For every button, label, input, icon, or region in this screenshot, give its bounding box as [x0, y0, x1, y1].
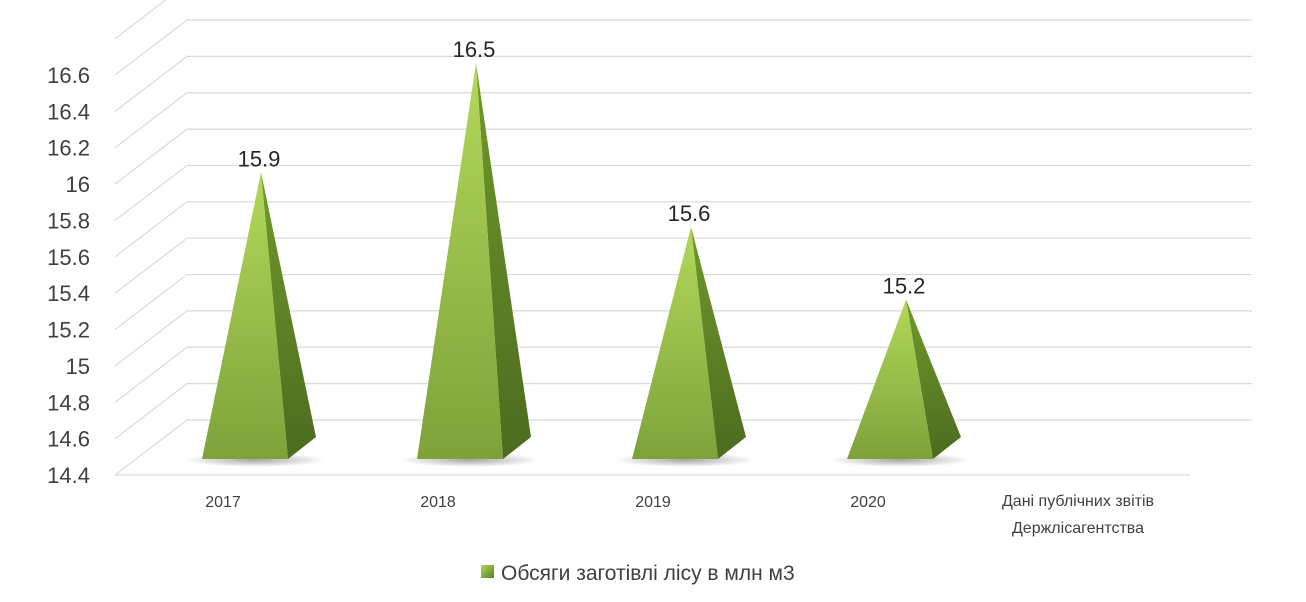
bar-front-face	[847, 299, 933, 459]
bar-side-face	[691, 226, 746, 459]
pyramid-bar-2019	[615, 226, 755, 467]
gridline	[114, 19, 1252, 76]
gridline	[114, 55, 1252, 112]
x-tick-label: 2018	[420, 494, 456, 511]
y-tick-label: 16.6	[47, 63, 90, 88]
data-label: 16.5	[453, 37, 496, 62]
y-tick-label: 14.4	[47, 463, 90, 488]
y-tick-label: 15.6	[47, 245, 90, 270]
bar-front-face	[632, 226, 718, 459]
y-tick-label: 15	[66, 354, 90, 379]
y-tick-label: 15.2	[47, 318, 90, 343]
gridline	[114, 128, 1252, 185]
data-labels: 15.9 16.5 15.6 15.2	[238, 37, 926, 298]
bar-front-face	[417, 63, 503, 459]
x-tick-label: 2019	[635, 494, 671, 511]
pyramid-bar-2017	[185, 172, 325, 467]
data-label: 15.6	[668, 201, 711, 226]
legend: Обсяги заготівлі лісу в млн м3	[481, 562, 795, 585]
y-tick-label: 16	[66, 172, 90, 197]
gridline	[114, 273, 1252, 331]
y-tick-label: 14.6	[47, 427, 90, 452]
y-tick-label: 14.8	[47, 390, 90, 415]
y-tick-label: 15.8	[47, 208, 90, 233]
y-tick-label: 16.4	[47, 99, 90, 124]
x-axis-ticks: 2017 2018 2019 2020 Дані публічних звітів Дер…	[205, 493, 1154, 537]
data-label: 15.9	[238, 146, 281, 171]
gridline	[114, 310, 1252, 367]
bar-side-face	[476, 63, 531, 459]
x-tick-label: 2020	[850, 494, 886, 511]
y-tick-label: 15.4	[47, 281, 90, 306]
bar-front-face	[202, 172, 288, 460]
bar-side-face	[261, 172, 316, 460]
y-axis-ticks: 14.4 14.6 14.8 15 15.2 15.4 15.6 15.8 16 16.2 16.4…	[47, 63, 90, 488]
gridline	[114, 0, 167, 40]
legend-label: Обсяги заготівлі лісу в млн м3	[501, 562, 795, 585]
gridline	[114, 201, 1252, 258]
gridline	[114, 237, 1252, 294]
gridlines	[114, 0, 1252, 476]
gridline	[114, 164, 1252, 221]
x-tick-label: Дані публічних звітів Держлісагентства	[1002, 493, 1154, 537]
bars	[185, 63, 970, 467]
data-label: 15.2	[883, 274, 926, 299]
gridline	[114, 92, 1252, 149]
y-tick-label: 16.2	[47, 136, 90, 161]
pyramid-bar-2020	[830, 299, 970, 467]
x-tick-label: 2017	[205, 494, 241, 511]
pyramid-bar-2018	[400, 63, 540, 467]
legend-swatch	[481, 565, 494, 578]
bar-side-face	[906, 299, 961, 459]
